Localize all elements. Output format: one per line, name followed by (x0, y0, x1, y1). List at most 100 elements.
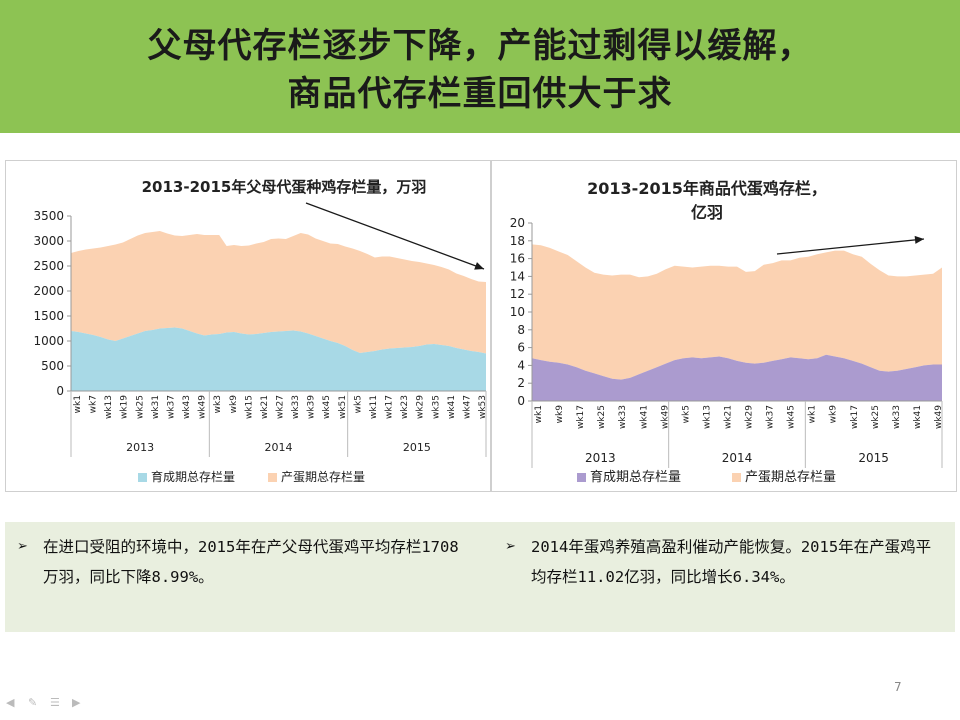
x-tick-label: wk51 (338, 395, 348, 419)
x-tick-label: wk17 (385, 395, 395, 419)
x-tick-label: wk47 (462, 395, 472, 419)
x-tick-label: wk13 (702, 405, 712, 429)
chart-parent-stock: 2013-2015年父母代蛋种鸡存栏量，万羽 0 500 1000 1500 2000 25… (33, 178, 488, 484)
x-tick-label: wk5 (353, 395, 363, 413)
x-year-label: 2015 (403, 441, 431, 454)
x-tick-label: wk41 (913, 405, 923, 429)
y-tick-label: 14 (510, 269, 525, 283)
prev-arrow-icon[interactable]: ◀ (6, 696, 15, 709)
legend-swatch (138, 473, 147, 482)
series-area-育成期总存栏量 (71, 327, 486, 391)
x-tick-label: wk21 (260, 395, 270, 419)
x-tick-label: wk49 (934, 405, 944, 429)
series-area-产蛋期总存栏量 (71, 231, 486, 354)
y-tick-label: 2 (517, 376, 525, 390)
x-tick-label: wk29 (745, 405, 755, 429)
bullet-text: 在进口受阻的环境中，2015年在产父母代蛋鸡平均存栏1708万羽，同比下降8.9… (43, 538, 459, 586)
x-tick-label: wk25 (135, 395, 145, 419)
x-tick-label: wk17 (850, 405, 860, 429)
slide-title-line2: 商品代存栏重回供大于求 (287, 74, 673, 114)
x-tick-label: wk13 (104, 395, 114, 419)
x-year-label: 2013 (585, 451, 616, 465)
trend-arrow-head (914, 235, 924, 244)
x-year-label: 2013 (126, 441, 154, 454)
x-tick-label: wk39 (307, 395, 317, 419)
x-year-label: 2014 (722, 451, 753, 465)
trend-arrow (305, 202, 485, 270)
title-band (0, 0, 960, 133)
chart-title: 亿羽 (691, 203, 723, 222)
legend-label: 产蛋期总存栏量 (281, 469, 365, 484)
y-tick-label: 6 (517, 341, 525, 355)
x-year-label: 2015 (858, 451, 889, 465)
x-tick-label: wk43 (182, 395, 192, 419)
x-tick-label: wk35 (431, 395, 441, 419)
x-tick-label: wk21 (723, 405, 733, 429)
x-tick-label: wk49 (660, 405, 670, 429)
chart-panel-commercial-stock: 2013-2015年商品代蛋鸡存栏， 亿羽 0 2 4 6 8 10 12 14 16 18 20 wk1… (491, 160, 957, 492)
slide-title-line1: 父母代存栏逐步下降，产能过剩得以缓解， (147, 26, 813, 66)
x-tick-label: wk29 (416, 395, 426, 419)
bullet-box: ➢ 在进口受阻的环境中，2015年在产父母代蛋鸡平均存栏1708万羽，同比下降8… (5, 522, 955, 632)
x-tick-label: wk1 (534, 405, 544, 423)
legend-label: 产蛋期总存栏量 (745, 470, 836, 485)
x-tick-label: wk11 (369, 395, 379, 419)
x-tick-label: wk37 (166, 395, 176, 419)
y-tick-label: 20 (510, 216, 525, 230)
y-tick-label: 8 (517, 323, 525, 337)
trend-arrow (776, 238, 925, 255)
x-tick-label: wk17 (576, 405, 586, 429)
x-tick-label: wk9 (829, 405, 839, 424)
series-area-育成期总存栏量 (532, 354, 942, 401)
x-tick-label: wk25 (871, 405, 881, 429)
bullet-arrow-icon: ➢ (505, 539, 516, 554)
x-tick-label: wk3 (213, 395, 223, 413)
bullet-text: 2014年蛋鸡养殖高盈利催动产能恢复。2015年在产蛋鸡平均存栏11.02亿羽，… (531, 538, 932, 586)
x-tick-label: wk1 (73, 395, 83, 413)
x-tick-label: wk9 (229, 395, 239, 414)
slide-nav-controls[interactable]: ◀ ✎ ☰ ▶ (6, 696, 86, 709)
x-tick-label: wk7 (89, 395, 99, 413)
pen-icon[interactable]: ✎ (28, 696, 38, 709)
x-tick-label: wk19 (120, 395, 130, 419)
y-tick-label: 3000 (33, 234, 64, 248)
chart-title: 2013-2015年商品代蛋鸡存栏， (587, 179, 827, 198)
bullet-item-parent-stock: ➢ 在进口受阻的环境中，2015年在产父母代蛋鸡平均存栏1708万羽，同比下降8… (17, 532, 467, 592)
next-arrow-icon[interactable]: ▶ (72, 696, 81, 709)
y-tick-label: 2500 (33, 259, 64, 273)
y-tick-label: 0 (56, 384, 64, 398)
y-tick-label: 1500 (33, 309, 64, 323)
x-tick-label: wk15 (244, 395, 254, 419)
y-tick-label: 10 (510, 305, 525, 319)
x-tick-label: wk45 (322, 395, 332, 419)
y-tick-label: 4 (517, 358, 525, 372)
x-tick-label: wk31 (151, 395, 161, 419)
y-tick-label: 1000 (33, 334, 64, 348)
y-tick-label: 500 (41, 359, 64, 373)
legend-label: 育成期总存栏量 (590, 469, 681, 485)
x-tick-label: wk33 (618, 405, 628, 429)
x-tick-label: wk37 (766, 405, 776, 429)
trend-arrow-head (474, 262, 484, 270)
chart-panel-parent-stock: 2013-2015年父母代蛋种鸡存栏量，万羽 0 500 1000 1500 2000 25… (5, 160, 491, 492)
x-tick-label: wk45 (787, 405, 797, 429)
x-tick-label: wk5 (681, 405, 691, 423)
y-tick-label: 2000 (33, 284, 64, 298)
y-tick-label: 12 (510, 287, 525, 301)
x-tick-label: wk23 (400, 395, 410, 419)
page-number: 7 (894, 680, 902, 694)
menu-icon[interactable]: ☰ (50, 696, 60, 709)
y-tick-label: 16 (510, 252, 525, 266)
legend-swatch (577, 473, 586, 482)
x-tick-label: wk9 (555, 405, 565, 424)
x-tick-label: wk41 (447, 395, 457, 419)
series-area-产蛋期总存栏量 (532, 244, 942, 380)
legend-label: 育成期总存栏量 (151, 469, 235, 484)
chart-commercial-stock: 2013-2015年商品代蛋鸡存栏， 亿羽 0 2 4 6 8 10 12 14 16 18 20 wk1… (510, 179, 944, 485)
y-tick-label: 3500 (33, 209, 64, 223)
x-tick-label: wk1 (808, 405, 818, 423)
x-tick-label: wk53 (478, 395, 488, 419)
x-tick-label: wk49 (198, 395, 208, 419)
x-tick-label: wk33 (291, 395, 301, 419)
chart-title: 2013-2015年父母代蛋种鸡存栏量，万羽 (142, 178, 427, 196)
